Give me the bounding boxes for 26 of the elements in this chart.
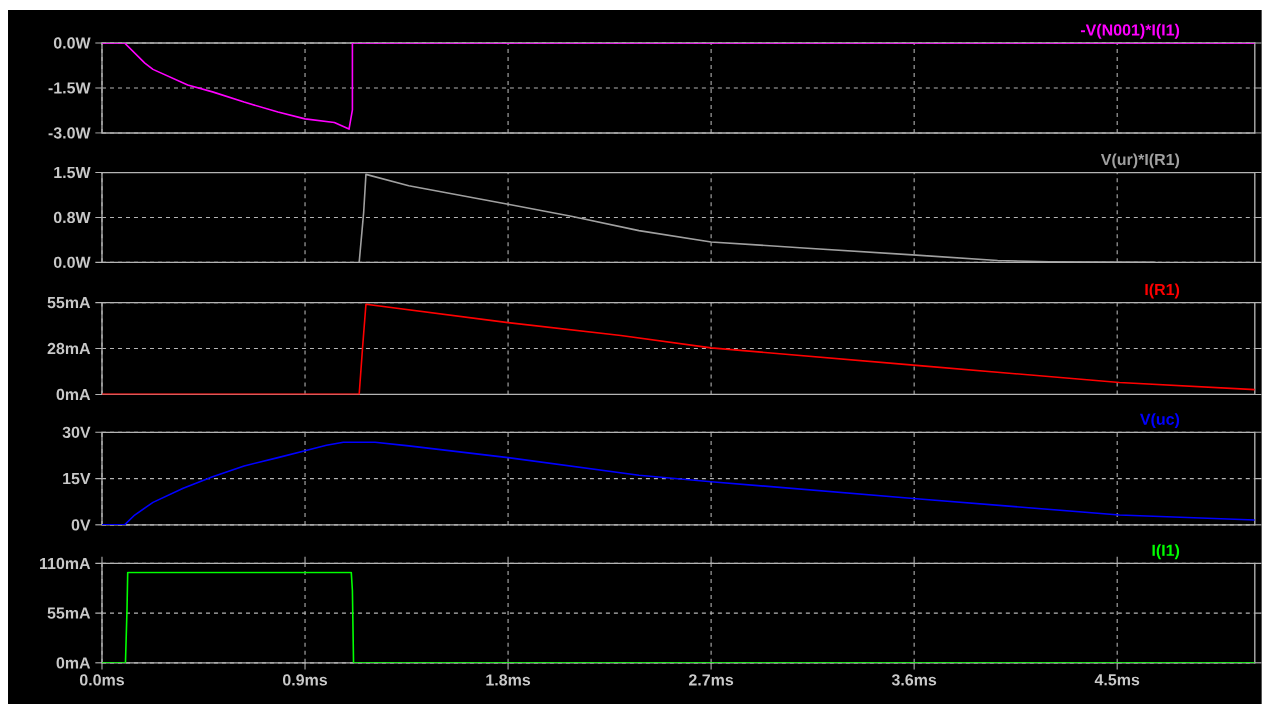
y-tick-label: 1.5W (54, 167, 91, 179)
x-tick-label: 1.8ms (486, 674, 531, 686)
y-tick-label: 0.8W (53, 211, 91, 224)
y-tick-label: 55mA (47, 607, 91, 619)
y-tick-label: -3.0W (48, 127, 91, 139)
y-tick-label: 110mA (40, 557, 91, 570)
x-tick-label: 2.7ms (688, 674, 734, 686)
y-tick-label: -1.5W (48, 82, 91, 94)
x-tick-label: 0.9ms (282, 674, 328, 686)
y-tick-label: 0mA (56, 388, 91, 401)
y-tick-label: 0.0W (53, 256, 91, 269)
y-tick-label: 0mA (56, 657, 91, 669)
y-tick-label: 0V (71, 519, 91, 531)
text: V(uc) (1139, 413, 1180, 429)
y-tick-label: 30V (62, 426, 91, 439)
text: I(I1) (1152, 544, 1180, 560)
y-tick-label: 0.0W (53, 37, 91, 49)
y-tick-label: 55mA (47, 297, 91, 309)
x-tick-label: 4.5ms (1094, 674, 1140, 686)
x-tick-label: 0.0ms (79, 674, 125, 686)
y-tick-label: 15V (63, 473, 91, 485)
x-tick-label: 3.6ms (891, 674, 937, 686)
text: V(ur)*I(R1) (1100, 153, 1180, 169)
text: I(R1) (1145, 283, 1180, 299)
y-tick-label: 28mA (47, 342, 91, 355)
series-label: -V(N001)*I(I1) (1080, 23, 1180, 39)
